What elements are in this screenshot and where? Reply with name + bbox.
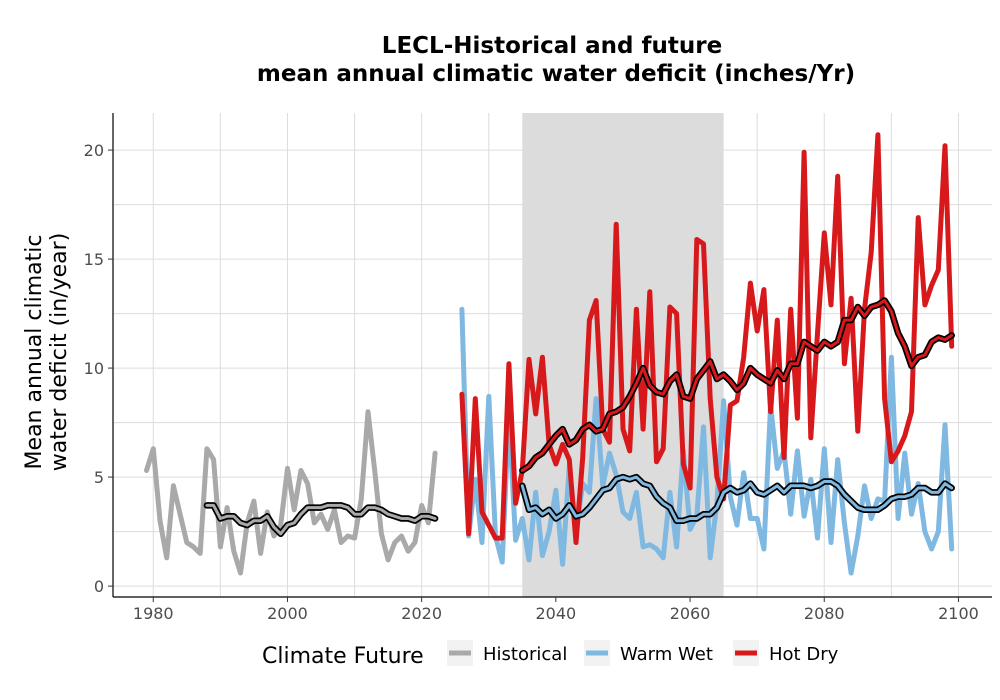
y-tick-label: 10 — [84, 359, 104, 378]
legend: Climate Future Historical Warm Wet Hot Dry — [262, 640, 839, 669]
x-tick-label: 2080 — [804, 604, 845, 623]
smooth-line-hot-dry — [520, 299, 954, 472]
y-tick-label: 5 — [94, 468, 104, 487]
legend-label-historical: Historical — [483, 644, 567, 665]
x-tick-label: 2020 — [401, 604, 442, 623]
y-tick-label: 0 — [94, 577, 104, 596]
legend-label-hot-dry: Hot Dry — [769, 644, 839, 665]
series-line-historical — [144, 409, 438, 576]
x-tick-label: 1980 — [133, 604, 174, 623]
y-tick-label: 15 — [84, 250, 104, 269]
series-line-hot-dry — [459, 132, 955, 545]
smooth-line-historical — [205, 503, 437, 536]
x-tick-label: 2060 — [670, 604, 711, 623]
plot-area: 1980 2000 2020 2040 2060 2080 2100 0 5 10 15 20 — [84, 113, 992, 623]
chart-title: LECL-Historical and future — [382, 33, 722, 59]
legend-label-warm-wet: Warm Wet — [620, 644, 713, 665]
legend-title: Climate Future — [262, 644, 424, 669]
x-tick-label: 2040 — [535, 604, 576, 623]
x-tick-label: 2000 — [267, 604, 308, 623]
y-axis-label-line2: water deficit (in/year) — [47, 233, 72, 472]
smooth-line-warm-wet — [520, 475, 954, 523]
y-tick-label: 20 — [84, 141, 104, 160]
x-tick-label: 2100 — [938, 604, 979, 623]
y-axis-label-line1: Mean annual climatic — [22, 235, 47, 470]
chart-subtitle: mean annual climatic water deficit (inch… — [257, 61, 855, 87]
